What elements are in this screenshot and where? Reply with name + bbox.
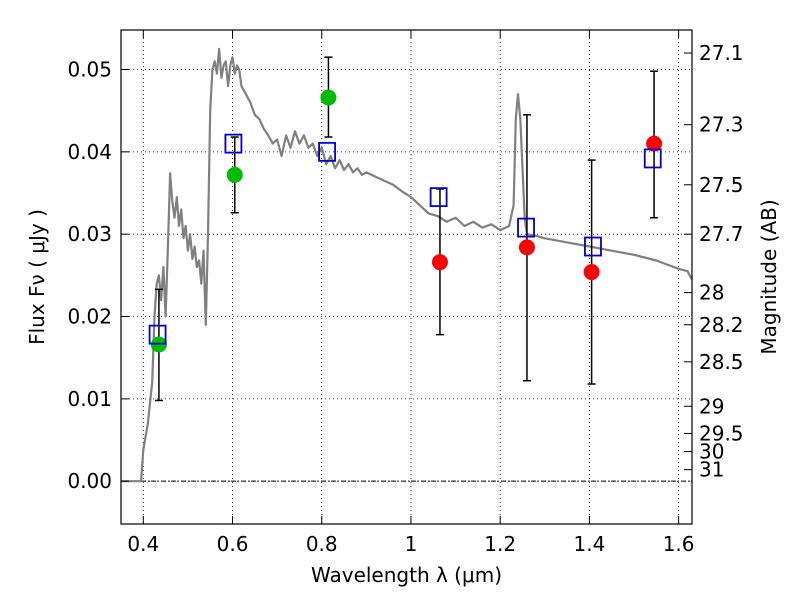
photometry-point bbox=[431, 254, 448, 271]
photometry-point bbox=[226, 166, 243, 183]
mag-tick-label: 28.2 bbox=[699, 313, 744, 337]
axis-ticks bbox=[121, 30, 692, 524]
mag-tick-label: 29.5 bbox=[699, 421, 744, 445]
x-tick-label: 0.8 bbox=[306, 532, 338, 556]
data-markers bbox=[148, 89, 663, 353]
y-tick-label: 0.02 bbox=[67, 305, 112, 329]
photometry-point bbox=[583, 264, 600, 281]
photometry-point bbox=[320, 89, 337, 106]
y-tick-label: 0.03 bbox=[67, 222, 112, 246]
x-tick-label: 1.2 bbox=[484, 532, 516, 556]
x-tick-label: 1 bbox=[405, 532, 418, 556]
x-tick-label: 1.4 bbox=[573, 532, 605, 556]
model-band-marker bbox=[148, 324, 167, 345]
y-tick-label: 0.01 bbox=[67, 387, 112, 411]
tick-labels: 0.4 0.6 0.8 1 1.2 1.4 1.6 0.00 0.01 0.02 0.03 0.04 0… bbox=[67, 41, 743, 556]
mag-tick-label: 27.1 bbox=[699, 41, 744, 65]
error-bars bbox=[154, 56, 659, 402]
mag-tick-label: 28.5 bbox=[699, 350, 744, 374]
mag-tick-label: 31 bbox=[699, 458, 724, 482]
photometry-point bbox=[646, 135, 663, 152]
y-axis-title: Flux Fν ( μJy ) bbox=[25, 209, 49, 345]
model-band-marker bbox=[517, 217, 535, 238]
model-spectrum-line bbox=[121, 47, 693, 483]
mag-tick-label: 28 bbox=[699, 281, 724, 305]
x-tick-label: 0.6 bbox=[217, 532, 249, 556]
photometry-point bbox=[518, 239, 535, 256]
x-axis-title: Wavelength λ (μm) bbox=[311, 563, 502, 587]
mag-tick-label: 29 bbox=[699, 394, 724, 418]
model-band-marker bbox=[429, 187, 448, 208]
model-band-marker bbox=[584, 236, 602, 257]
x-tick-label: 1.6 bbox=[663, 532, 695, 556]
model-spectrum bbox=[121, 47, 693, 483]
y-tick-label: 0.04 bbox=[67, 140, 112, 164]
model-band-marker bbox=[224, 133, 243, 154]
plot-frame bbox=[120, 29, 693, 525]
right-axis-title: Magnitude (AB) bbox=[757, 199, 781, 354]
model-band-marker bbox=[643, 148, 662, 169]
mag-tick-label: 27.5 bbox=[699, 173, 744, 197]
mag-tick-label: 30 bbox=[699, 440, 724, 464]
mag-tick-label: 27.7 bbox=[699, 222, 744, 246]
y-tick-label: 0.05 bbox=[67, 58, 112, 82]
y-tick-label: 0.00 bbox=[67, 469, 112, 493]
x-tick-label: 0.4 bbox=[127, 532, 159, 556]
mag-tick-label: 27.3 bbox=[699, 113, 744, 137]
model-band-marker bbox=[318, 141, 336, 162]
